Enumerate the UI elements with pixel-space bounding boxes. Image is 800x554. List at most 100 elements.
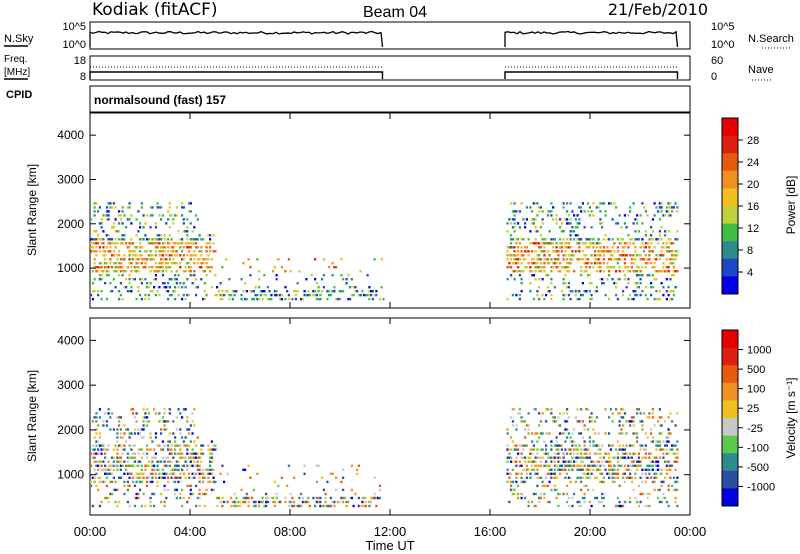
range-cell: [165, 420, 168, 423]
range-cell: [133, 452, 136, 455]
range-cell: [132, 452, 135, 455]
range-cell: [170, 278, 173, 281]
range-cell: [210, 286, 213, 289]
range-cell: [284, 270, 287, 273]
range-cell: [165, 496, 168, 500]
range-cell: [592, 468, 595, 471]
range-cell: [100, 480, 103, 484]
range-cell: [240, 297, 243, 301]
range-cell: [158, 293, 161, 297]
range-cell: [585, 270, 588, 273]
range-cell: [380, 258, 383, 261]
range-cell: [608, 432, 611, 435]
range-cell: [646, 416, 649, 419]
range-cell: [676, 270, 679, 273]
range-cell: [553, 250, 556, 253]
range-cell: [133, 254, 136, 257]
range-cell: [167, 238, 170, 241]
range-cell: [506, 456, 509, 459]
range-cell: [518, 242, 521, 245]
range-cell: [356, 290, 359, 293]
range-cell: [128, 250, 131, 253]
range-cell: [182, 456, 185, 459]
range-cell: [644, 456, 647, 459]
range-cell: [375, 496, 378, 500]
range-cell: [616, 468, 619, 471]
range-cell: [146, 408, 149, 411]
range-cell: [203, 270, 206, 273]
range-cell: [639, 464, 642, 467]
range-cell: [520, 496, 523, 500]
range-cell: [566, 452, 569, 455]
range-cell: [112, 448, 115, 451]
range-cell: [104, 258, 107, 261]
range-cell: [576, 476, 579, 479]
range-cell: [95, 246, 98, 249]
range-cell: [151, 480, 154, 484]
range-cell: [116, 432, 119, 435]
range-cell: [609, 250, 612, 253]
range-cell: [665, 500, 668, 504]
range-cell: [142, 258, 145, 261]
range-cell: [536, 214, 539, 217]
range-cell: [147, 460, 150, 463]
range-cell: [98, 222, 101, 225]
range-cell: [630, 297, 633, 301]
range-cell: [137, 472, 140, 475]
range-cell: [637, 254, 640, 257]
range-cell: [630, 444, 633, 447]
range-cell: [174, 274, 177, 277]
range-cell: [221, 496, 224, 500]
range-cell: [184, 230, 187, 233]
range-cell: [618, 278, 621, 281]
range-cell: [265, 293, 268, 297]
range-cell: [588, 246, 591, 249]
range-cell: [170, 238, 173, 241]
range-cell: [205, 242, 208, 245]
range-cell: [128, 282, 131, 285]
range-cell: [123, 254, 126, 257]
range-cell: [618, 258, 621, 261]
range-cell: [144, 234, 147, 237]
range-cell: [137, 290, 140, 293]
range-cell: [665, 460, 668, 463]
range-cell: [182, 464, 185, 467]
range-cell: [102, 230, 105, 233]
range-cell: [648, 456, 651, 459]
range-cell: [644, 468, 647, 471]
range-cell: [667, 440, 670, 443]
range-cell: [527, 262, 530, 265]
range-cell: [100, 452, 103, 455]
range-cell: [184, 460, 187, 463]
range-cell: [121, 464, 124, 467]
range-cell: [581, 468, 584, 471]
range-cell: [613, 468, 616, 471]
range-cell: [352, 293, 355, 297]
range-cell: [125, 286, 128, 289]
range-cell: [105, 424, 108, 427]
range-cell: [667, 468, 670, 471]
range-cell: [660, 432, 663, 435]
range-cell: [644, 246, 647, 249]
range-cell: [548, 254, 551, 257]
range-cell: [601, 500, 604, 504]
range-cell: [543, 270, 546, 273]
range-cell: [137, 428, 140, 431]
range-cell: [189, 488, 192, 492]
range-cell: [116, 456, 119, 459]
range-cell: [590, 460, 593, 463]
range-cell: [200, 448, 203, 451]
range-cell: [513, 246, 516, 249]
range-cell: [196, 496, 199, 500]
range-cell: [160, 246, 163, 249]
range-cell: [536, 468, 539, 471]
x-tick-label: 00:00: [674, 524, 707, 539]
range-cell: [342, 496, 345, 500]
range-cell: [151, 440, 154, 443]
range-cell: [534, 242, 537, 245]
range-cell: [536, 202, 539, 205]
range-cell: [513, 218, 516, 221]
range-cell: [156, 234, 159, 237]
range-cell: [132, 258, 135, 261]
range-cell: [209, 242, 212, 245]
